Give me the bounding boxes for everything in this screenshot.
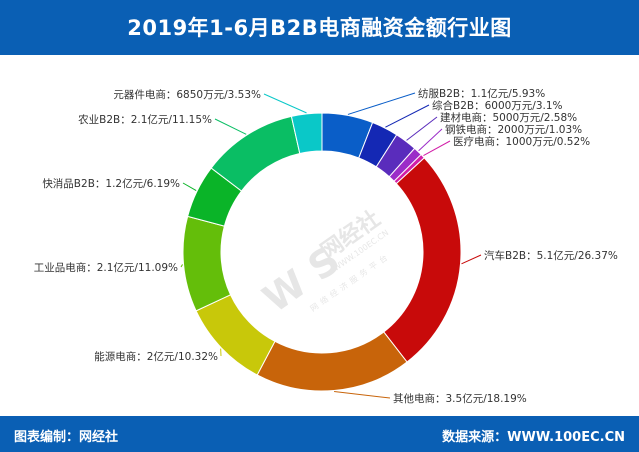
watermark: W S 网经社 WWW.100EC.CN 网络经济服务平台 xyxy=(255,206,393,322)
leader-line xyxy=(334,390,391,399)
leader-line xyxy=(406,116,438,141)
donut-chart: W S 网经社 WWW.100EC.CN 网络经济服务平台 纺服B2B：1.1亿… xyxy=(34,87,618,405)
leader-line xyxy=(418,128,443,152)
donut-segment xyxy=(383,157,462,363)
leader-line xyxy=(423,140,451,156)
donut-segment xyxy=(256,331,408,392)
segment-label: 汽车B2B：5.1亿元/26.37% xyxy=(484,249,618,262)
leader-line xyxy=(347,92,416,115)
footer-bar: 图表编制：网经社 数据来源：WWW.100EC.CN xyxy=(0,416,639,452)
donut-segment xyxy=(182,215,232,312)
chart-title: 2019年1-6月B2B电商融资金额行业图 xyxy=(127,16,512,40)
segment-label: 综合B2B：6000万元/3.1% xyxy=(432,99,563,112)
segment-label: 医疗电商：1000万元/0.52% xyxy=(453,135,590,148)
leader-line xyxy=(461,254,482,265)
footer-source-label: 图表编制：网经社 xyxy=(14,430,119,445)
leader-line xyxy=(180,264,183,268)
segment-label: 快消品B2B：1.2亿元/6.19% xyxy=(42,177,180,190)
leader-line xyxy=(385,104,430,128)
title-bar: 2019年1-6月B2B电商融资金额行业图 xyxy=(0,0,639,55)
donut-segment xyxy=(290,112,323,155)
footer-data-source: 数据来源：WWW.100EC.CN xyxy=(442,430,625,445)
leader-line xyxy=(214,118,247,135)
segment-label: 建材电商：5000万元/2.58% xyxy=(440,111,577,124)
segment-label: 能源电商：2亿元/10.32% xyxy=(94,350,218,363)
leader-line xyxy=(182,182,197,192)
segment-label: 元器件电商：6850万元/3.53% xyxy=(113,88,261,101)
segment-label: 农业B2B：2.1亿元/11.15% xyxy=(78,113,212,126)
leader-line xyxy=(263,93,307,114)
segment-label: 工业品电商：2.1亿元/11.09% xyxy=(34,261,178,274)
segment-label: 其他电商：3.5亿元/18.19% xyxy=(393,392,527,405)
segment-label: 钢铁电商：2000万元/1.03% xyxy=(445,123,582,136)
segment-label: 纺服B2B：1.1亿元/5.93% xyxy=(418,87,545,100)
